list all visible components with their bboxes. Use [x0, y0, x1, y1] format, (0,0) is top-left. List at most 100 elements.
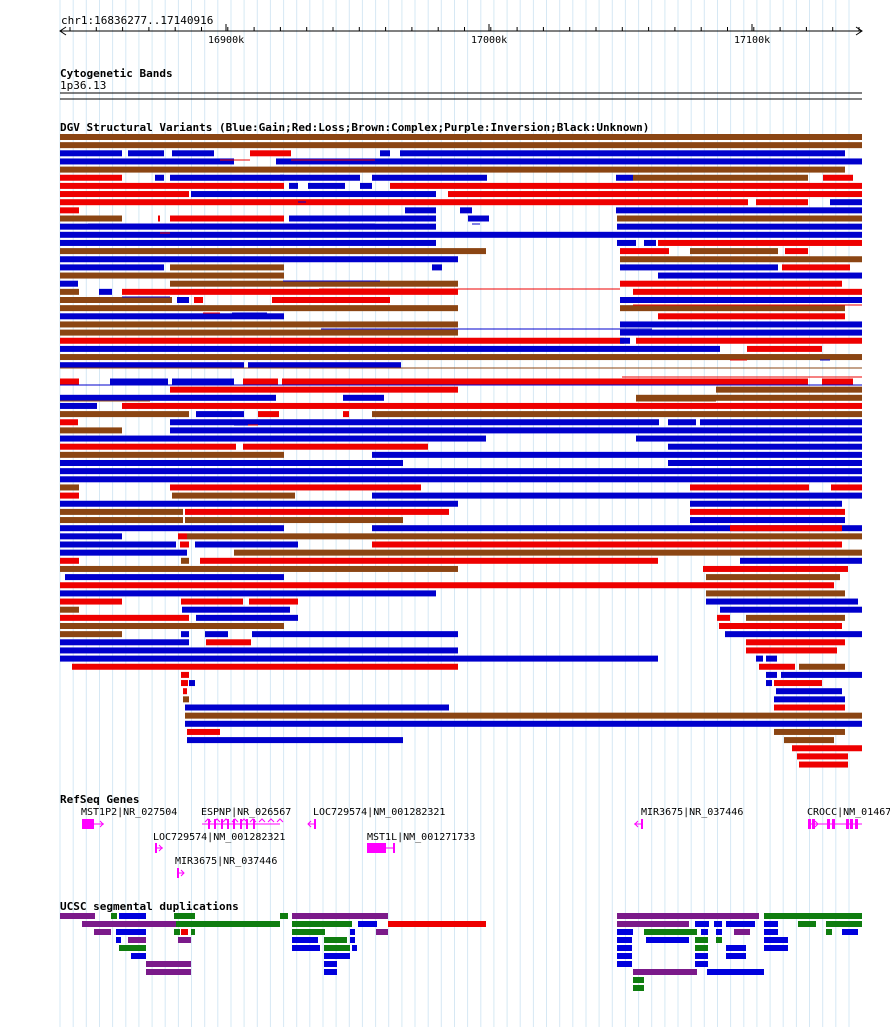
segdup-bar — [764, 929, 778, 935]
dgv-variant-bar — [60, 223, 436, 230]
dgv-variant-bar — [60, 451, 284, 458]
segdup-bar — [617, 921, 689, 927]
dgv-variant-bar — [390, 182, 862, 189]
dgv-variant-bar — [372, 411, 862, 418]
position-label: chr1:16836277..17140916 — [61, 14, 214, 27]
dgv-variant-bar — [60, 411, 189, 418]
cytoband-track-title[interactable]: Cytogenetic Bands — [60, 67, 173, 80]
dgv-variant-bar — [60, 460, 403, 466]
dgv-variant-bar — [782, 264, 850, 271]
gene-exon — [393, 843, 395, 853]
dgv-variant-bar — [60, 362, 176, 369]
segdup-bar — [842, 929, 858, 935]
dgv-variant-bar — [99, 288, 112, 295]
gene-exon — [812, 819, 815, 829]
segdup-bar — [174, 929, 180, 935]
dgv-variant-bar — [170, 264, 284, 271]
dgv-variant-bar — [633, 174, 808, 181]
gene-intron-caret — [240, 818, 248, 823]
dgv-variant-bar — [60, 215, 122, 222]
dgv-variant-bar — [60, 313, 284, 320]
dgv-variant-bar — [282, 378, 808, 385]
dgv-variant-bar — [60, 239, 436, 246]
dgv-variant-bar — [60, 443, 236, 450]
dgv-variant-bar — [60, 305, 458, 312]
dgv-track-title[interactable]: DGV Structural Variants (Blue:Gain;Red:L… — [60, 121, 650, 134]
segdup-bar — [324, 937, 347, 943]
dgv-variant-bar — [360, 182, 372, 189]
gene-label[interactable]: MST1L|NM_001271733 — [367, 832, 476, 843]
refseq-track-title[interactable]: RefSeq Genes — [60, 793, 140, 806]
dgv-variant-bar — [690, 484, 809, 491]
dgv-variant-bar — [170, 215, 284, 222]
dgv-variant-bar — [617, 215, 862, 222]
dgv-variant-bar — [187, 728, 220, 735]
dgv-variant-bar — [746, 614, 845, 621]
segdup-bar — [617, 953, 632, 959]
dgv-variant-bar — [372, 174, 487, 181]
segdup-bar — [764, 945, 788, 951]
dgv-variant-bar — [784, 737, 834, 744]
dgv-variant-bar — [60, 492, 79, 499]
segdup-bar — [714, 921, 722, 927]
dgv-variant-bar — [690, 500, 842, 507]
gene-label[interactable]: MST1P2|NR_027504 — [81, 807, 178, 818]
dgv-variant-bar — [60, 248, 486, 255]
segdup-bar — [119, 945, 146, 951]
segdup-bar — [292, 921, 352, 927]
dgv-variant-bar — [60, 590, 436, 597]
dgv-variant-bar — [170, 419, 659, 426]
gene-exon — [846, 819, 849, 829]
segdup-bar — [617, 961, 632, 967]
dgv-variant-bar — [181, 671, 189, 678]
dgv-variant-bar — [289, 215, 436, 222]
dgv-variant-bar — [831, 484, 862, 491]
dgv-variant-bar — [189, 680, 195, 687]
segdup-bar — [764, 921, 778, 927]
segdup-bar — [726, 921, 755, 927]
dgv-variant-bar — [185, 508, 449, 515]
dgv-variant-bar — [60, 288, 79, 295]
dgv-variant-bar — [60, 614, 189, 621]
segdup-bar — [131, 953, 146, 959]
segdup-bar — [82, 921, 176, 927]
gene-exon — [253, 819, 255, 829]
dgv-variant-bar — [194, 297, 203, 303]
gene-exon — [227, 819, 229, 829]
dgv-variant-bar — [185, 517, 403, 524]
dgv-variant-bar — [60, 182, 284, 189]
gene-exon — [855, 819, 858, 829]
dgv-variant-bar — [620, 280, 842, 287]
dgv-variant-bar — [781, 671, 862, 678]
gene-label[interactable]: LOC729574|NM_001282321 — [153, 832, 286, 843]
gene-exon — [214, 819, 216, 829]
segdup-track-title[interactable]: UCSC segmental duplications — [60, 900, 239, 913]
dgv-variant-bar — [766, 655, 777, 662]
gene-exon — [240, 819, 242, 829]
dgv-variant-bar — [668, 460, 862, 466]
dgv-variant-bar — [206, 639, 251, 646]
segdup-bar — [181, 929, 188, 935]
dgv-variant-bar — [252, 631, 458, 638]
segdup-bar — [734, 929, 750, 935]
gene-label[interactable]: LOC729574|NM_001282321 — [313, 807, 446, 818]
dgv-variant-bar — [405, 207, 436, 214]
dgv-variant-bar — [185, 720, 862, 727]
gene-label[interactable]: ESPNP|NR_026567 — [201, 807, 292, 818]
dgv-variant-bar — [187, 533, 862, 540]
gene-label[interactable]: MIR3675|NR_037446 — [641, 807, 744, 818]
dgv-variant-bar — [60, 631, 122, 638]
dgv-variant-bar — [799, 761, 848, 768]
dgv-variant-bar — [60, 639, 189, 646]
segdup-bar — [119, 913, 146, 919]
dgv-variant-bar — [432, 264, 442, 271]
dgv-variant-bar — [177, 297, 189, 303]
dgv-variant-bar — [716, 386, 862, 393]
gene-label[interactable]: CROCC|NM_01467 — [807, 807, 890, 818]
gene-label[interactable]: MIR3675|NR_037446 — [175, 856, 278, 867]
gene-intron-caret — [276, 818, 284, 823]
dgv-variant-bar — [620, 248, 669, 255]
dgv-variant-bar — [60, 191, 189, 198]
dgv-variant-bar — [60, 337, 624, 344]
